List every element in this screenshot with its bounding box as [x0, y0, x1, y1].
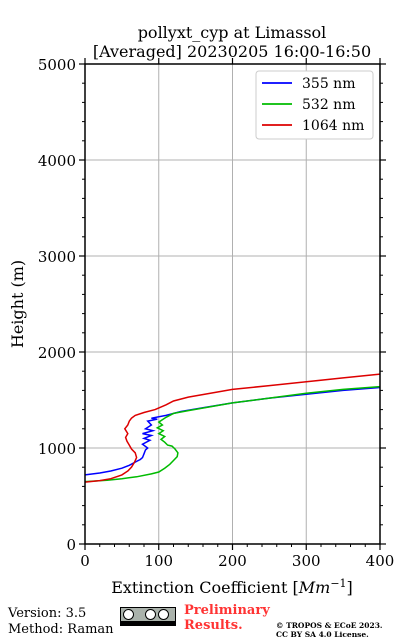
x-tick-label: 0: [80, 552, 90, 570]
x-tick-label: 100: [144, 552, 173, 570]
series-line-532-nm: [84, 385, 381, 483]
license-text: © TROPOS & ECoE 2023. CC BY SA 4.0 Licen…: [276, 621, 383, 639]
x-tick-label: 200: [218, 552, 247, 570]
series-line-1064-nm: [84, 373, 381, 483]
chart-title: pollyxt_cyp at Limassol: [138, 23, 327, 42]
method-text: Method: Raman: [8, 622, 114, 637]
preliminary-line-1: Preliminary: [184, 603, 270, 618]
legend-box: [255, 70, 374, 140]
y-axis-label: Height (m): [8, 260, 27, 348]
y-tick-label: 4000: [38, 152, 76, 170]
license-line-2: CC BY SA 4.0 License.: [276, 630, 369, 639]
preliminary-line-2: Results.: [184, 618, 243, 633]
legend-label: 1064 nm: [302, 118, 364, 134]
y-tick-label: 5000: [38, 56, 76, 74]
chart-subtitle: [Averaged] 20230205 16:00-16:50: [93, 42, 371, 61]
x-tick-label: 300: [292, 552, 321, 570]
chart: pollyxt_cyp at Limassol [Averaged] 20230…: [8, 23, 395, 598]
y-tick-label: 2000: [38, 344, 76, 362]
license-line-1: © TROPOS & ECoE 2023.: [276, 621, 383, 630]
x-tick-label: 400: [366, 552, 395, 570]
legend-label: 355 nm: [302, 76, 355, 92]
y-tick-label: 0: [66, 536, 76, 554]
cc-license-icon: [120, 607, 176, 626]
y-tick-label: 3000: [38, 248, 76, 266]
preliminary-notice: Preliminary Results.: [184, 603, 270, 633]
series-lines: [84, 373, 381, 483]
version-info: Version: 3.5 Method: Raman: [8, 606, 114, 638]
y-tick-label: 1000: [38, 440, 76, 458]
x-axis-label: Extinction Coefficient [Mm−1]: [111, 577, 353, 598]
legend: 355 nm 532 nm 1064 nm: [255, 70, 374, 140]
version-text: Version: 3.5: [8, 606, 87, 621]
legend-label: 532 nm: [302, 97, 355, 113]
